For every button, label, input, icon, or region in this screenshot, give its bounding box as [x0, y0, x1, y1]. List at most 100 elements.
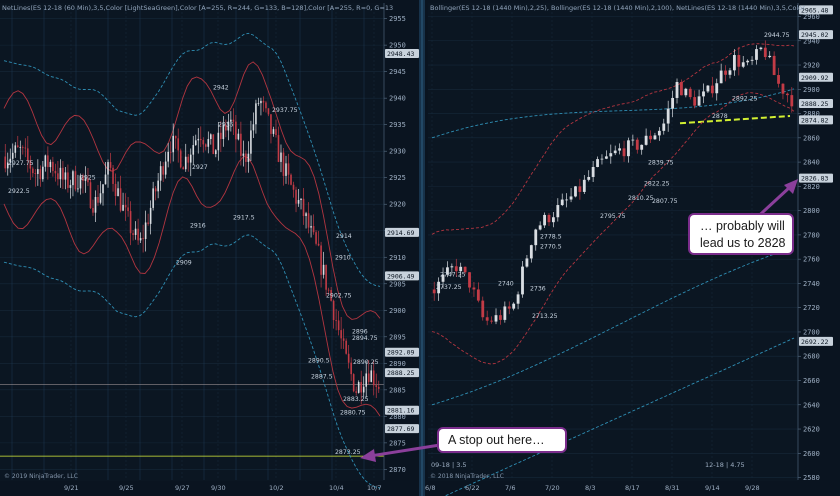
left-lower-band-teal	[3, 234, 381, 489]
left-candle-body	[365, 373, 368, 387]
left-candle-body	[109, 162, 112, 168]
left-annotation-label: 2922.5	[8, 188, 30, 195]
right-annotation-label: 2807.75	[652, 198, 678, 205]
right-candle-body	[437, 281, 441, 294]
right-candle-body	[719, 70, 723, 84]
left-candle-body	[320, 245, 322, 275]
left-candle-body	[282, 152, 285, 176]
left-candle-body	[312, 226, 315, 233]
left-candle-body	[164, 161, 167, 175]
left-candle-body	[32, 168, 34, 174]
left-y-tick-label: 2875	[389, 439, 406, 447]
right-price-tag-label: 2874.82	[801, 116, 828, 124]
left-candle-body	[230, 119, 232, 122]
left-candle-body	[167, 151, 169, 162]
left-candle-body	[260, 100, 262, 104]
right-candle-body	[702, 91, 705, 97]
right-annotation-label: 2944.75	[764, 32, 790, 39]
left-candle-body	[82, 175, 84, 181]
right-candle-body	[790, 95, 794, 107]
left-candle-body	[79, 175, 82, 189]
left-annotation-label: 2890.5	[308, 358, 330, 365]
right-candles	[432, 40, 794, 326]
left-candle-body	[16, 145, 19, 148]
left-candle-body	[87, 178, 89, 183]
right-y-tick-label: 2900	[803, 86, 820, 94]
right-candle-body	[472, 287, 476, 290]
right-price-tag-label: 2888.25	[801, 100, 828, 108]
stop-arrow-head	[360, 449, 376, 462]
left-chart-title: NetLines(ES 12-18 (60 Min),3,5,Color [Li…	[2, 4, 393, 12]
left-annotation-label: 2916	[190, 222, 206, 229]
right-x-tick-label: 9/28	[745, 484, 760, 492]
right-candle-body	[732, 55, 736, 71]
right-candle-body	[551, 217, 555, 223]
right-price-tag-label: 2692.22	[801, 338, 828, 346]
right-annotation-label: 2740	[498, 280, 514, 287]
left-candle-body	[6, 162, 9, 169]
left-candle-body	[352, 374, 355, 392]
right-contract-label-1: 09-18 | 3.5	[431, 461, 467, 469]
right-candle-body	[750, 59, 754, 61]
right-annotation-label: 2778.5	[540, 234, 562, 241]
left-candle-body	[322, 264, 325, 275]
left-candle-body	[310, 226, 312, 228]
left-candle-body	[297, 200, 300, 204]
left-candle-body	[152, 188, 154, 208]
left-candle-body	[265, 102, 267, 109]
left-candle-body	[257, 103, 260, 104]
right-candle-body	[591, 166, 595, 177]
left-candle-body	[129, 211, 132, 234]
left-price-tag-label: 2948.43	[387, 50, 414, 58]
left-candle-body	[317, 243, 320, 246]
right-y-tick-label: 2840	[803, 159, 820, 167]
right-candle-body	[459, 266, 463, 272]
right-x-axis: 6/8 6/22 7/6 7/20 8/3 8/17 8/31 9/14 9/28	[425, 484, 760, 492]
left-candle-body	[187, 156, 190, 163]
left-price-tag	[385, 405, 419, 415]
left-candle-body	[97, 197, 99, 203]
right-candle-body	[485, 317, 489, 321]
left-candle-body	[245, 153, 247, 162]
right-candle-body	[737, 55, 741, 67]
left-annotation-label: 2896	[352, 329, 368, 336]
right-lower-band-red	[431, 92, 795, 365]
left-candle-body	[209, 134, 212, 140]
right-candle-body	[755, 49, 758, 60]
target-callout-box	[688, 213, 794, 255]
left-candle-body	[102, 184, 104, 194]
right-price-tag	[799, 72, 833, 82]
right-candle-body	[600, 158, 604, 160]
right-price-tag	[799, 336, 833, 346]
left-candle-body	[367, 373, 370, 382]
left-candle-body	[270, 114, 272, 134]
left-candle-body	[59, 167, 62, 180]
right-candle-body	[777, 75, 780, 84]
left-candle-body	[27, 148, 29, 161]
left-candle-body	[144, 222, 147, 240]
right-candle-body	[649, 135, 652, 140]
right-y-tick-label: 2860	[803, 134, 820, 142]
left-price-tag	[385, 368, 419, 378]
right-upper-band-teal	[431, 88, 795, 139]
left-candle-body	[184, 156, 187, 170]
right-y-tick-label: 2600	[803, 450, 820, 458]
right-x-tick-label: 8/31	[665, 484, 680, 492]
right-candle-body	[666, 108, 670, 124]
left-y-tick-label: 2870	[389, 466, 406, 474]
left-annotation-label: 2894.75	[352, 335, 378, 342]
right-price-tag-label: 2826.83	[801, 175, 828, 183]
left-y-tick-label: 2920	[389, 201, 406, 209]
left-candle-body	[21, 146, 24, 148]
left-candle-body	[242, 153, 245, 156]
left-candle-body	[124, 204, 127, 208]
left-candle-body	[37, 169, 39, 174]
right-candle-body	[759, 47, 763, 50]
left-y-tick-label: 2950	[389, 42, 406, 50]
left-candle-body	[142, 238, 144, 240]
right-y-tick-label: 2760	[803, 256, 820, 264]
left-candle-body	[127, 207, 129, 212]
left-candle-body	[114, 183, 117, 196]
left-x-tick-label: 10/4	[329, 484, 344, 492]
right-price-tag-label: 2965.48	[801, 6, 828, 14]
